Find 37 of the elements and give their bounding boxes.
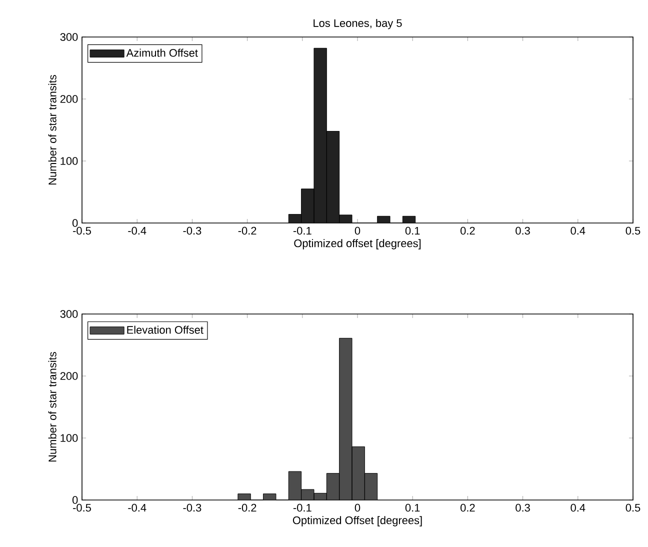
x-tick-label: -0.2 xyxy=(238,226,256,235)
x-tick-label: 0.5 xyxy=(626,226,640,235)
legend-label: Elevation Offset xyxy=(127,326,204,334)
y-tick-label: 200 xyxy=(60,372,78,380)
y-tick-label: 100 xyxy=(60,157,78,165)
x-axis-title: Optimized offset [degrees] xyxy=(294,239,421,250)
y-tick-label: 0 xyxy=(72,219,78,227)
x-tick-label: 0.1 xyxy=(405,504,420,512)
x-tick-label: 0 xyxy=(354,504,360,512)
x-tick-label: -0.5 xyxy=(73,504,91,512)
y-axis-title: Number of star transits xyxy=(48,74,56,185)
x-tick-label: 0 xyxy=(354,226,360,235)
x-tick-label: -0.2 xyxy=(238,504,256,512)
y-tick-label: 0 xyxy=(72,496,78,504)
x-tick-label: 0.3 xyxy=(516,226,530,235)
y-tick-label: 200 xyxy=(60,95,78,103)
x-tick-label: -0.3 xyxy=(183,226,202,235)
x-tick-label: -0.4 xyxy=(128,226,146,235)
x-tick-label: 0.4 xyxy=(570,226,586,235)
chart-title: Los Leones, bay 5 xyxy=(314,18,402,30)
x-tick-label: -0.4 xyxy=(128,504,146,512)
x-tick-label: -0.1 xyxy=(293,504,312,512)
x-tick-label: 0.4 xyxy=(570,504,586,512)
x-tick-label: 0.3 xyxy=(516,504,530,512)
y-axis-title: Number of star transits xyxy=(48,352,56,462)
x-tick-label: -0.1 xyxy=(293,226,312,235)
x-tick-label: -0.5 xyxy=(73,226,91,235)
x-tick-label: 0.2 xyxy=(460,504,475,512)
y-tick-label: 300 xyxy=(60,33,78,41)
x-tick-label: 0.2 xyxy=(460,226,475,235)
x-tick-label: 0.5 xyxy=(626,504,640,512)
y-tick-label: 300 xyxy=(60,310,78,318)
x-tick-label: -0.3 xyxy=(183,504,202,512)
x-axis-title: Optimized Offset [degrees] xyxy=(292,516,422,526)
x-tick-label: 0.1 xyxy=(405,226,420,235)
y-tick-label: 100 xyxy=(60,434,78,442)
legend-label: Azimuth Offset xyxy=(126,48,198,57)
